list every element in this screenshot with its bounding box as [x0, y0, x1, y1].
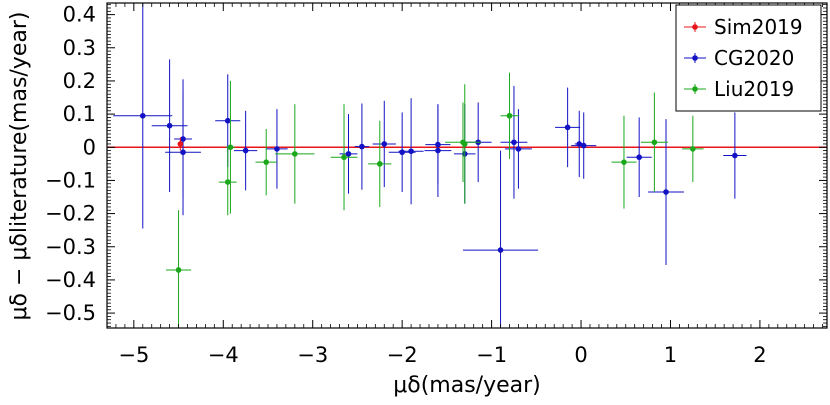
data-point	[139, 112, 146, 119]
data-point	[292, 151, 298, 157]
data-point	[263, 159, 270, 165]
data-point	[580, 142, 587, 149]
data-point	[274, 146, 280, 152]
series-sim2019	[177, 137, 184, 151]
data-point	[224, 179, 231, 185]
legend-marker	[692, 55, 698, 61]
data-point	[359, 143, 365, 150]
y-tick-label: −0.3	[45, 235, 96, 259]
data-point	[341, 154, 347, 161]
x-tick-label: 2	[753, 343, 766, 367]
data-point	[506, 112, 513, 119]
data-point	[690, 146, 696, 152]
axis-ticks: −5 −4 −3 −2 −1 0 1 2 0.4 0.3 0.2 0.1 0 −0.1 −0.2 −0.3 −0…	[45, 3, 827, 367]
legend-marker	[692, 86, 698, 92]
data-point	[345, 151, 352, 157]
x-tick-label: −3	[297, 343, 328, 367]
data-point	[461, 141, 468, 147]
x-axis-label: μδ(mas/year)	[393, 373, 541, 398]
y-tick-label: 0.1	[63, 102, 96, 126]
legend: Sim2019 CG2020 Liu2019	[675, 4, 822, 112]
data-point	[376, 161, 383, 167]
data-point	[227, 144, 234, 151]
plot-frame	[106, 2, 828, 329]
data-point	[564, 124, 571, 131]
x-tick-label: −1	[476, 343, 507, 367]
data-point	[651, 139, 658, 146]
legend-label: CG2020	[714, 46, 794, 70]
data-point	[636, 154, 642, 161]
x-tick-label: 1	[664, 343, 677, 367]
y-tick-label: 0.4	[63, 3, 96, 27]
data-point	[497, 247, 504, 253]
y-tick-label: 0	[83, 135, 96, 159]
data-point	[408, 148, 414, 155]
data-point	[511, 139, 517, 146]
legend-entry-sim2019: Sim2019	[684, 15, 803, 39]
data-point	[180, 149, 186, 156]
legend-entry-liu2019: Liu2019	[684, 77, 794, 101]
series-liu2019	[166, 72, 704, 328]
y-tick-label: 0.3	[63, 36, 96, 60]
legend-marker	[692, 24, 698, 30]
data-point	[399, 149, 405, 156]
plot-area	[107, 3, 827, 328]
data-point	[435, 147, 441, 154]
y-tick-label: −0.4	[45, 268, 96, 292]
data-point	[515, 146, 522, 152]
data-point	[381, 141, 388, 147]
data-point	[732, 152, 738, 159]
y-tick-label: −0.1	[45, 168, 96, 192]
x-tick-label: 0	[574, 343, 587, 367]
data-point	[177, 141, 184, 147]
legend-label: Liu2019	[714, 77, 794, 101]
x-tick-label: −4	[208, 343, 239, 367]
data-point	[175, 267, 182, 273]
data-point	[224, 117, 231, 124]
legend-label: Sim2019	[714, 15, 803, 39]
series-cg2020	[113, 3, 747, 328]
data-point	[621, 159, 627, 165]
y-axis-label: μδ − μδliterature(mas/year)	[7, 12, 32, 321]
data-point	[242, 147, 249, 154]
x-tick-label: −5	[118, 343, 149, 367]
legend-entry-cg2020: CG2020	[684, 46, 794, 70]
data-point	[166, 122, 173, 129]
data-point	[663, 189, 669, 195]
y-tick-label: −0.5	[45, 301, 96, 325]
y-tick-label: −0.2	[45, 202, 96, 226]
x-tick-label: −2	[387, 343, 418, 367]
y-tick-label: 0.2	[63, 69, 96, 93]
